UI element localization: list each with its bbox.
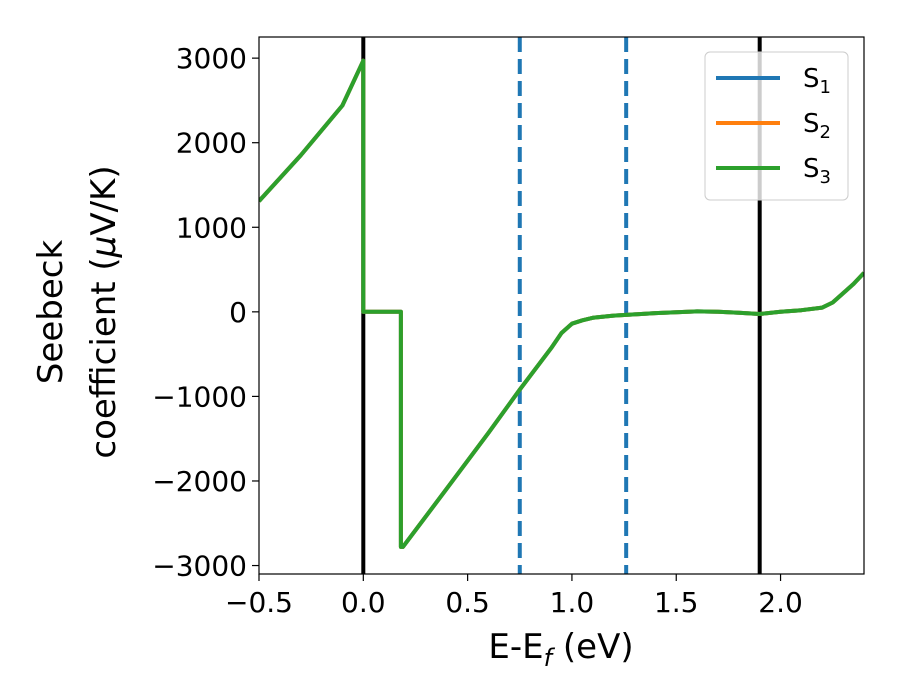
y-axis-title: Seebeck coefficient (μV/K) — [31, 165, 124, 458]
y-axis-title-mu: μ — [84, 236, 124, 259]
x-tick-label: 0.5 — [445, 586, 490, 619]
series-line-s3 — [259, 58, 864, 549]
y-axis-title-part-a: coefficient ( — [84, 257, 124, 458]
legend-box — [704, 51, 849, 201]
x-tick-label: −0.5 — [225, 586, 293, 619]
x-axis-title: E-Ef (eV) — [488, 627, 633, 672]
y-tick-label: −2000 — [152, 465, 247, 498]
vertical-lines — [361, 37, 762, 574]
y-axis-title-line1: Seebeck — [31, 240, 71, 385]
y-tick-label: −1000 — [152, 380, 247, 413]
legend: S1 S2 S3 — [704, 51, 849, 201]
x-tick-label: 0.0 — [341, 586, 386, 619]
x-tick-label: 1.5 — [654, 586, 699, 619]
legend-label-s1: S1 — [803, 64, 831, 98]
x-axis-ticks: −0.5 0.0 0.5 1.0 1.5 2.0 — [225, 574, 803, 619]
y-tick-label: 1000 — [176, 211, 247, 244]
y-tick-label: −3000 — [152, 550, 247, 583]
x-tick-label: 2.0 — [758, 586, 803, 619]
legend-label-s2: S2 — [803, 109, 831, 143]
plot-frame — [258, 36, 865, 575]
y-tick-label: 3000 — [176, 42, 247, 75]
x-tick-label: 1.0 — [550, 586, 595, 619]
x-axis-title-tail: (eV) — [552, 627, 634, 667]
series-curves — [259, 58, 864, 549]
y-tick-label: 0 — [229, 296, 247, 329]
y-axis-title-part-b: V/K) — [84, 165, 124, 235]
legend-label-s3: S3 — [803, 154, 831, 188]
x-axis-title-main: E-E — [488, 627, 543, 667]
y-tick-label: 2000 — [176, 127, 247, 160]
y-axis-ticks: −3000 −2000 −1000 0 1000 2000 3000 — [152, 42, 259, 583]
y-axis-title-line2: coefficient (μV/K) — [84, 165, 124, 458]
